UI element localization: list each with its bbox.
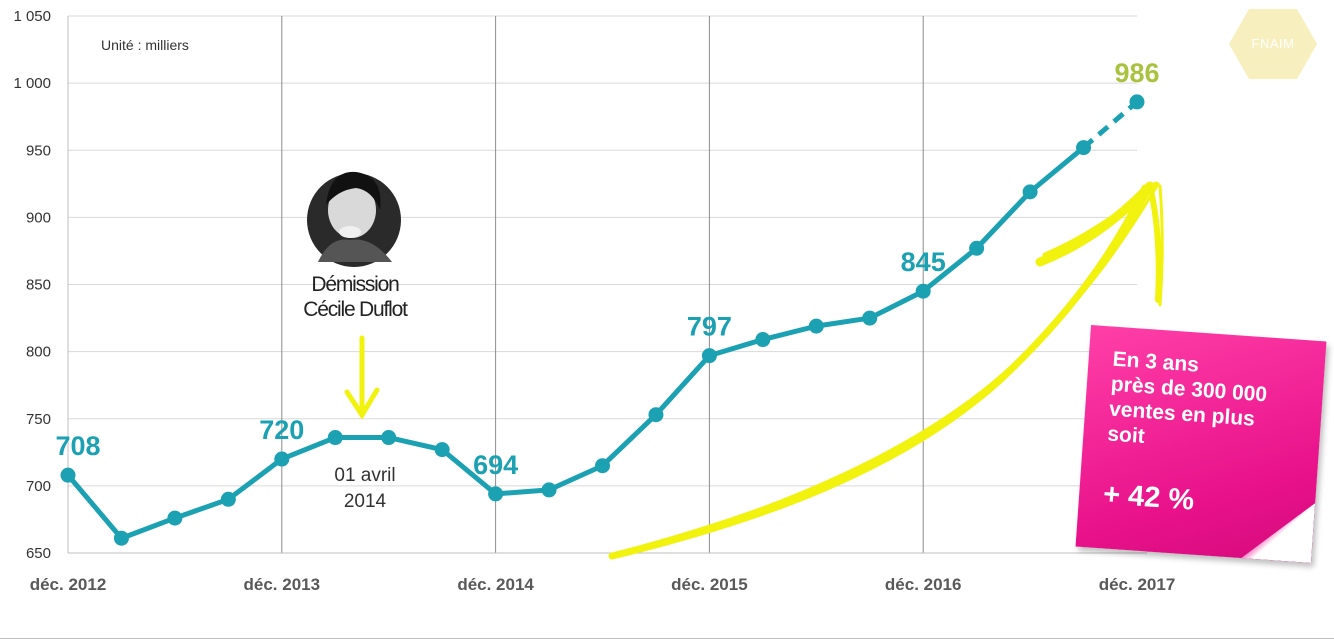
yellow-arrow-up bbox=[608, 181, 1164, 560]
y-tick-label: 750 bbox=[26, 411, 51, 428]
data-labels: 708 720 694 797 845 986 bbox=[55, 58, 1159, 480]
sticky-percentage: + 42 % bbox=[1102, 478, 1196, 517]
data-point bbox=[755, 332, 771, 348]
series-points bbox=[60, 94, 1145, 546]
x-tick-label: déc. 2015 bbox=[671, 575, 748, 594]
data-label: 845 bbox=[901, 247, 946, 277]
y-axis-ticks: 650 700 750 800 850 900 950 1 000 1 050 bbox=[13, 8, 51, 562]
data-label: 986 bbox=[1114, 58, 1159, 88]
data-point bbox=[595, 458, 610, 474]
data-point bbox=[862, 310, 878, 326]
data-label: 708 bbox=[55, 431, 100, 461]
gridlines bbox=[67, 15, 1147, 554]
data-point bbox=[167, 510, 183, 526]
y-tick-label: 700 bbox=[26, 478, 51, 495]
event-date-line1: 01 avril bbox=[334, 465, 396, 486]
data-label: 720 bbox=[259, 415, 304, 445]
data-point bbox=[327, 430, 343, 446]
y-tick-label: 800 bbox=[26, 344, 51, 361]
event-title-line1: Démission bbox=[311, 273, 399, 296]
data-point bbox=[1129, 94, 1145, 110]
event-annotation: Démission Cécile Duflot bbox=[270, 272, 440, 322]
data-point bbox=[434, 442, 450, 458]
data-point bbox=[969, 240, 985, 256]
sticky-text: En 3 ans près de 300 000 ventes en plus … bbox=[1107, 347, 1318, 461]
data-point bbox=[274, 451, 290, 467]
data-point bbox=[648, 407, 664, 423]
series-solid-line bbox=[66, 145, 1086, 541]
fnaim-logo bbox=[1229, 9, 1317, 79]
data-point bbox=[1076, 140, 1092, 156]
portrait-photo bbox=[307, 171, 401, 267]
x-tick-label: déc. 2012 bbox=[30, 575, 107, 594]
data-point bbox=[381, 430, 397, 446]
data-point bbox=[488, 486, 504, 502]
series-projected-line bbox=[1081, 100, 1139, 150]
data-point bbox=[1022, 184, 1038, 200]
y-tick-label: 900 bbox=[26, 209, 51, 226]
y-tick-label: 650 bbox=[26, 545, 51, 562]
data-point bbox=[113, 530, 129, 546]
event-date-line2: 2014 bbox=[343, 491, 387, 512]
data-point bbox=[220, 491, 236, 507]
data-label: 694 bbox=[473, 450, 518, 480]
x-axis-ticks: déc. 2012 déc. 2013 déc. 2014 déc. 2015 déc.… bbox=[30, 575, 1176, 594]
event-date: 01 avril 2014 bbox=[305, 463, 425, 515]
y-tick-label: 1 000 bbox=[13, 75, 51, 92]
y-tick-label: 850 bbox=[26, 277, 51, 294]
y-tick-label: 1 050 bbox=[13, 8, 51, 25]
data-point bbox=[915, 283, 931, 299]
event-title-line2: Cécile Duflot bbox=[303, 298, 408, 321]
x-tick-label: déc. 2017 bbox=[1099, 575, 1176, 594]
yellow-arrow-down bbox=[344, 335, 380, 420]
data-point bbox=[60, 467, 76, 483]
y-tick-label: 950 bbox=[26, 142, 51, 159]
data-label: 797 bbox=[687, 312, 732, 342]
data-point bbox=[701, 348, 717, 364]
x-tick-label: déc. 2016 bbox=[885, 575, 962, 594]
logo-text: FNAIM bbox=[1251, 36, 1295, 51]
x-tick-label: déc. 2014 bbox=[457, 575, 534, 594]
series-line bbox=[66, 100, 1139, 541]
sticky-note: En 3 ans près de 300 000 ventes en plus … bbox=[1075, 325, 1327, 563]
bottom-divider bbox=[0, 638, 1334, 639]
unit-note: Unité : milliers bbox=[101, 37, 189, 53]
data-point bbox=[808, 318, 824, 334]
x-tick-label: déc. 2013 bbox=[244, 575, 321, 594]
data-point bbox=[541, 482, 557, 498]
